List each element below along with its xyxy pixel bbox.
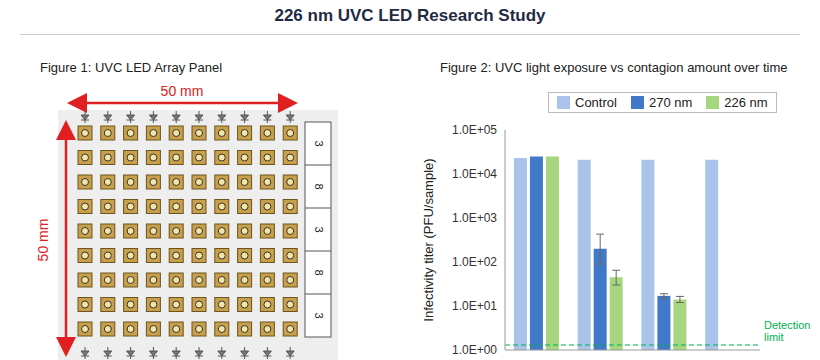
svg-text:8: 8: [313, 183, 325, 189]
svg-text:Figure 1: UVC LED Array Panel: Figure 1: UVC LED Array Panel: [40, 60, 222, 75]
html-text:226 nm UVC LED Research Study: 226 nm UVC LED Research Study: [274, 6, 546, 25]
html-text:Control: Control: [575, 95, 617, 110]
svg-text:1.0E+02: 1.0E+02: [452, 255, 497, 269]
svg-text:Infectivity titer (PFU/sample): Infectivity titer (PFU/sample): [421, 158, 436, 321]
html-text:Figure 2: UVC light exposure v: Figure 2: UVC light exposure vs contagio…: [440, 60, 788, 75]
html-text:226 nm: 226 nm: [724, 95, 768, 110]
svg-text:50 mm: 50 mm: [161, 83, 204, 99]
svg-text:50 mm: 50 mm: [35, 219, 51, 262]
svg-text:8: 8: [313, 269, 325, 275]
html-text:270 nm: 270 nm: [648, 95, 693, 110]
svg-text:1.0E+03: 1.0E+03: [452, 211, 497, 225]
svg-text:1.0E+05: 1.0E+05: [452, 123, 497, 137]
svg-text:3: 3: [313, 226, 325, 232]
svg-text:1.0E+04: 1.0E+04: [452, 167, 497, 181]
svg-text:Detectionlimit: Detectionlimit: [764, 319, 810, 343]
svg-text:3: 3: [313, 312, 325, 318]
svg-text:1.0E+00: 1.0E+00: [452, 343, 497, 357]
svg-text:1.0E+01: 1.0E+01: [452, 299, 497, 313]
svg-text:3: 3: [313, 140, 325, 146]
